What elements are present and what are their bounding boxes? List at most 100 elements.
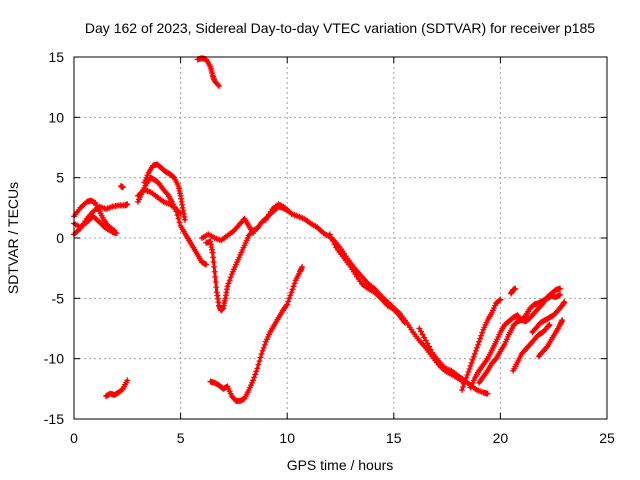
data-point-marker [213, 284, 220, 291]
x-tick-label: 20 [493, 430, 509, 446]
data-point-marker [561, 298, 568, 305]
data-point-marker [257, 354, 264, 361]
data-point-marker [459, 387, 466, 394]
data-point-marker [118, 386, 125, 393]
data-point-marker [260, 344, 267, 351]
x-tick-label: 10 [279, 430, 295, 446]
x-tick-label: 25 [599, 430, 615, 446]
data-point-marker [285, 298, 292, 305]
data-point-marker [557, 291, 564, 298]
data-point-marker [299, 263, 306, 270]
data-point-marker [258, 350, 265, 357]
data-point-marker [425, 343, 432, 350]
data-point-marker [255, 361, 262, 368]
data-point-marker [326, 231, 333, 238]
series-track-r [510, 321, 553, 374]
data-point-marker [416, 325, 423, 332]
data-point-marker [211, 268, 218, 275]
data-point-marker [468, 359, 475, 366]
data-point-marker [496, 297, 503, 304]
data-point-marker [463, 374, 470, 381]
data-point-marker [286, 295, 293, 302]
data-point-marker [417, 328, 424, 335]
data-point-marker [254, 365, 261, 372]
data-point-marker [212, 273, 219, 280]
data-point-marker [462, 377, 469, 384]
series-track-v [207, 263, 306, 404]
data-point-marker [253, 368, 260, 375]
data-point-marker [472, 347, 479, 354]
series-track-u [102, 377, 131, 400]
axis-ticks: 0 5 10 15 20 25 -15 -10 -5 0 5 10 15 [44, 49, 615, 446]
series-track-t [535, 317, 566, 360]
data-point-marker [543, 344, 550, 351]
data-point-marker [424, 340, 431, 347]
data-point-marker [163, 190, 170, 197]
data-point-marker [427, 346, 434, 353]
data-point-marker [175, 215, 182, 222]
data-point-marker [484, 390, 491, 397]
data-point-marker [559, 317, 566, 324]
y-tick-label: -5 [52, 290, 65, 306]
data-point-marker [259, 347, 266, 354]
data-point-marker [464, 371, 471, 378]
data-point-marker [226, 277, 233, 284]
x-tick-label: 0 [70, 430, 78, 446]
series-track-j [198, 215, 257, 244]
data-point-marker [461, 381, 468, 388]
data-point-marker [473, 344, 480, 351]
data-point-marker [421, 334, 428, 341]
data-point-marker [113, 230, 120, 237]
data-point-marker [557, 285, 564, 292]
data-point-marker [176, 219, 183, 226]
data-point-marker [475, 341, 482, 348]
data-point-marker [124, 377, 131, 384]
data-point-marker [214, 81, 221, 88]
y-tick-label: -15 [44, 411, 64, 427]
data-point-marker [467, 362, 474, 369]
data-point-marker [546, 321, 553, 328]
data-point-marker [289, 286, 296, 293]
data-point-marker [422, 337, 429, 344]
series-track-q [508, 285, 519, 297]
x-tick-label: 15 [386, 430, 402, 446]
data-point-marker [460, 384, 467, 391]
data-point-marker [227, 274, 234, 281]
data-point-marker [478, 332, 485, 339]
data-point-marker [477, 335, 484, 342]
data-point-marker [203, 261, 210, 268]
y-tick-label: 5 [56, 170, 64, 186]
data-point-marker [330, 238, 337, 245]
series-track-e [134, 174, 210, 268]
data-point-marker [202, 260, 209, 267]
data-point-marker [470, 353, 477, 360]
data-point-marker [284, 301, 291, 308]
data-point-marker [556, 292, 563, 299]
data-point-marker [291, 280, 298, 287]
data-point-marker [290, 283, 297, 290]
data-point-marker [120, 184, 127, 191]
data-point-marker [261, 341, 268, 348]
data-point-marker [479, 329, 486, 336]
y-tick-label: -10 [44, 351, 64, 367]
data-point-marker [256, 358, 263, 365]
x-axis-label: GPS time / hours [287, 457, 394, 473]
data-point-marker [215, 82, 222, 89]
data-point-marker [471, 350, 478, 357]
y-tick-label: 10 [48, 109, 64, 125]
y-axis-label: SDTVAR / TECUs [5, 182, 21, 294]
y-tick-label: 15 [48, 49, 64, 65]
data-point-marker [252, 371, 259, 378]
data-point-marker [328, 234, 335, 241]
series-track-s [529, 298, 568, 336]
data-point-marker [250, 377, 257, 384]
series-track-c [71, 213, 120, 237]
series-track-f [141, 161, 188, 223]
data-point-marker [181, 216, 188, 223]
chart-title: Day 162 of 2023, Sidereal Day-to-day VTE… [85, 20, 595, 36]
data-point-marker [497, 296, 504, 303]
data-point-marker [176, 209, 183, 216]
data-point-marker [465, 368, 472, 375]
series-track-p [476, 291, 564, 386]
